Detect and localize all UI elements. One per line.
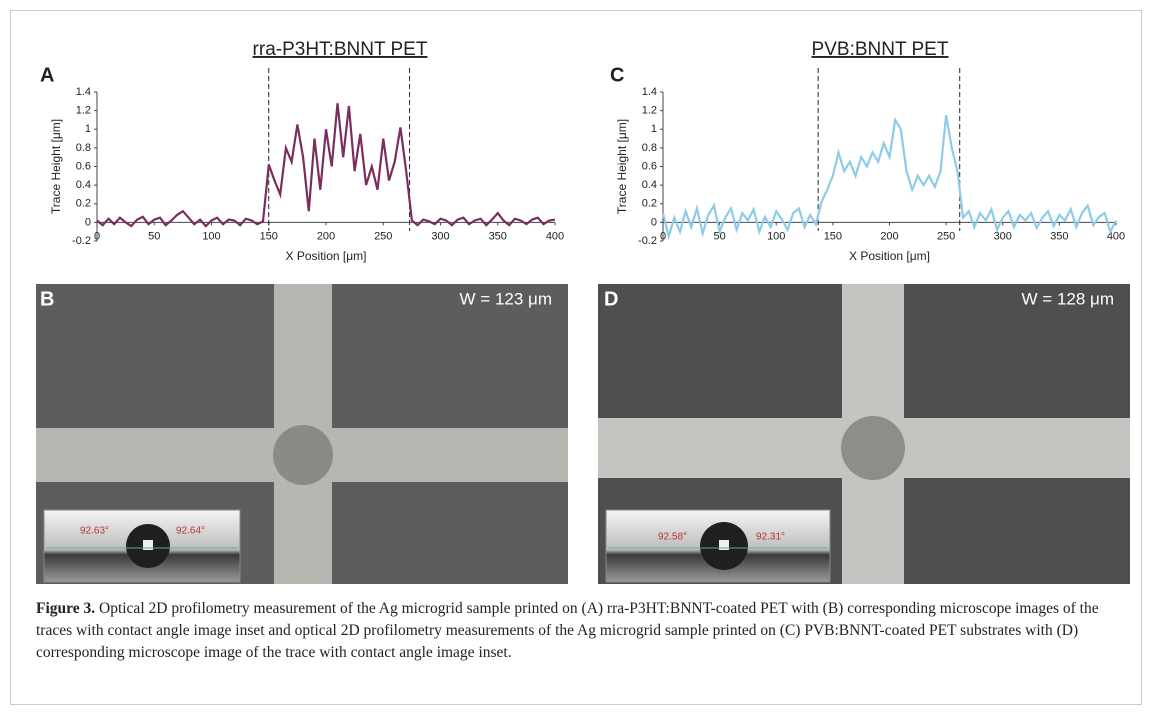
- y-tick-label: 0.8: [76, 142, 91, 154]
- panel-label: B: [40, 288, 54, 310]
- y-tick-label: -0.2: [638, 235, 657, 247]
- x-tick-label: 150: [260, 230, 278, 242]
- x-tick-label: 350: [1050, 230, 1068, 242]
- caption-label: Figure 3.: [36, 600, 96, 617]
- y-tick-label: 0: [651, 216, 657, 228]
- y-tick-label: 0: [85, 216, 91, 228]
- y-tick-label: 1: [651, 123, 657, 135]
- x-tick-label: 50: [714, 230, 726, 242]
- y-tick-label: 0.6: [642, 160, 657, 172]
- caption-text: Optical 2D profilometry measurement of t…: [36, 600, 1099, 661]
- y-tick-label: 0.2: [642, 198, 657, 210]
- y-axis-label: Trace Height [μm]: [615, 119, 629, 214]
- trace-line: [661, 115, 1117, 241]
- y-tick-label: 1.4: [76, 86, 91, 98]
- x-tick-label: 100: [767, 230, 785, 242]
- angle-label: 92.31°: [756, 532, 785, 543]
- x-axis-label: X Position [μm]: [849, 249, 930, 263]
- x-tick-label: 300: [994, 230, 1012, 242]
- y-axis-label: Trace Height [μm]: [49, 119, 63, 214]
- y-tick-label: 0.2: [76, 198, 91, 210]
- angle-label: 92.64°: [176, 526, 205, 537]
- angle-label: 92.63°: [80, 526, 109, 537]
- x-tick-label: 100: [202, 230, 220, 242]
- x-tick-label: 400: [1107, 230, 1125, 242]
- x-axis-label: X Position [μm]: [286, 249, 367, 263]
- x-tick-label: 150: [824, 230, 842, 242]
- chart-title: PVB:BNNT PET: [812, 39, 949, 60]
- frame: [10, 10, 1142, 705]
- y-tick-label: 0.4: [642, 179, 657, 191]
- panel-label: C: [610, 64, 624, 86]
- y-tick-label: 0.8: [642, 142, 657, 154]
- y-tick-label: 0.4: [76, 179, 91, 191]
- micrograph-b: [36, 284, 568, 584]
- caption: Figure 3. Optical 2D profilometry measur…: [36, 598, 1116, 664]
- y-tick-label: 1.4: [642, 86, 657, 98]
- width-label: W = 128 μm: [1022, 289, 1114, 308]
- y-tick-label: 0.6: [76, 160, 91, 172]
- y-tick-label: -0.2: [72, 235, 91, 247]
- chart-title: rra-P3HT:BNNT PET: [253, 39, 428, 60]
- y-tick-label: 1: [85, 123, 91, 135]
- angle-label: 92.58°: [658, 532, 687, 543]
- y-tick-label: 1.2: [76, 105, 91, 117]
- trace-line: [96, 103, 556, 228]
- x-tick-label: 200: [317, 230, 335, 242]
- x-tick-label: 350: [489, 230, 507, 242]
- x-tick-label: 300: [431, 230, 449, 242]
- micrograph-d: [598, 284, 1130, 584]
- x-tick-label: 400: [546, 230, 564, 242]
- x-tick-label: 250: [374, 230, 392, 242]
- panel-label: A: [40, 64, 54, 86]
- y-tick-label: 1.2: [642, 105, 657, 117]
- x-tick-label: 200: [880, 230, 898, 242]
- width-label: W = 123 μm: [460, 289, 552, 308]
- x-tick-label: 250: [937, 230, 955, 242]
- x-tick-label: 0: [94, 230, 100, 242]
- x-tick-label: 50: [148, 230, 160, 242]
- x-tick-label: 0: [660, 230, 666, 242]
- panel-label: D: [604, 288, 618, 310]
